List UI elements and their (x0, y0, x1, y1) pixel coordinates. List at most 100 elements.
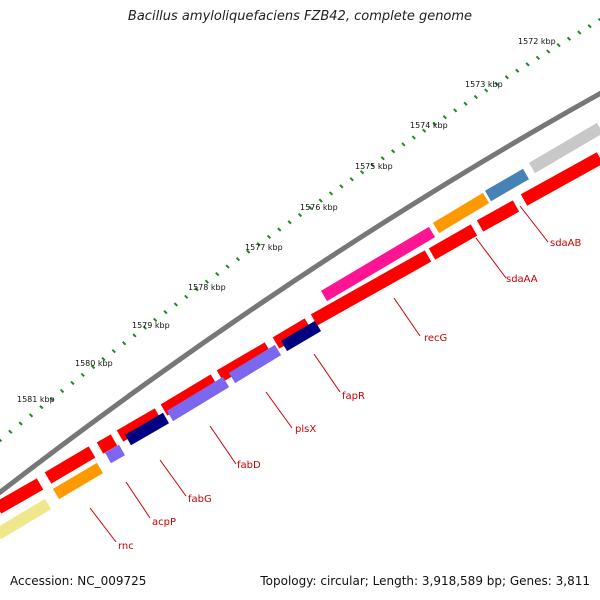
scale-tick (318, 198, 323, 203)
gene-label: acpP (152, 517, 176, 528)
reverse-cds (228, 344, 282, 384)
map-title: Bacillus amyloliquefaciens FZB42, comple… (127, 9, 473, 24)
scale-label: 1572 kbp (518, 37, 556, 46)
reverse-cds (0, 498, 52, 540)
gene-leader-line (159, 459, 187, 497)
reverse-cds (124, 412, 170, 446)
gene-leader-line (209, 425, 237, 465)
forward-cds (160, 374, 218, 416)
gene-label: fapR (342, 391, 365, 402)
scale-tick (597, 17, 600, 23)
forward-cds (310, 250, 432, 326)
scale-label: 1581 kbp (17, 395, 55, 404)
gene-leader-line (519, 205, 549, 243)
scale-tick (359, 170, 365, 175)
scale-tick (463, 101, 468, 106)
scale-label: 1578 kbp (188, 283, 226, 292)
reverse-strand-features (0, 122, 600, 540)
scale-tick (390, 149, 396, 154)
forward-cds (272, 318, 312, 349)
scale-tick (0, 437, 3, 443)
reverse-cds (280, 320, 322, 352)
reverse-cds (528, 122, 600, 174)
forward-cds (428, 224, 478, 260)
scale-label: 1579 kbp (132, 321, 170, 330)
gene-leader-line (265, 391, 293, 429)
scale-tick (49, 396, 54, 402)
gene-label: sdaAA (506, 274, 538, 285)
scale-tick (246, 249, 251, 254)
scale-label: 1576 kbp (300, 203, 338, 212)
scale-tick (515, 68, 520, 73)
scale-tick (173, 302, 178, 307)
scale-tick (535, 55, 541, 61)
scale-label: 1580 kbp (75, 359, 113, 368)
scale-tick (349, 177, 354, 182)
scale-tick (101, 356, 106, 362)
scale-tick (132, 333, 137, 338)
scale-tick (204, 279, 210, 284)
scale-tick (556, 42, 561, 48)
scale-tick (328, 191, 334, 196)
gene-label: rnc (118, 541, 134, 552)
reverse-cds (432, 192, 490, 234)
scale-tick (153, 317, 158, 322)
scale-tick (59, 388, 65, 394)
gene-label: plsX (295, 424, 316, 435)
gene-leader-line (89, 507, 117, 543)
scale-tick (277, 227, 282, 232)
forward-cds (44, 446, 96, 484)
scale-tick (111, 349, 116, 354)
forward-cds (116, 408, 162, 442)
forward-cds (0, 478, 44, 514)
scale-tick (90, 364, 96, 370)
scale-tick (308, 205, 313, 210)
gene-label: sdaAB (550, 238, 582, 249)
scale-tick (577, 30, 582, 35)
scale-tick (411, 135, 416, 140)
scale-label: 1577 kbp (245, 243, 283, 252)
scale-tick (494, 81, 499, 86)
accession: Accession: NC_009725 (10, 574, 147, 588)
genome-backbone (0, 90, 600, 496)
gene-label: recG (424, 333, 447, 344)
forward-cds (216, 342, 272, 382)
scale-label: 1574 kbp (410, 121, 448, 130)
forward-cds (476, 200, 520, 232)
scale-tick (163, 310, 168, 315)
gene-label: fabD (237, 460, 261, 471)
scale-tick (39, 405, 44, 410)
scale-tick (380, 156, 385, 161)
reverse-cds (52, 462, 104, 500)
scale-tick (287, 220, 292, 225)
scale-tick (215, 271, 220, 277)
scale-tick (70, 380, 75, 386)
reverse-cds (484, 168, 530, 202)
scale-tick (80, 372, 85, 378)
reverse-cds (166, 376, 230, 422)
scale-tick (266, 234, 272, 240)
scale-tick (525, 62, 530, 67)
scale-tick (235, 256, 241, 262)
forward-strand-features (0, 152, 600, 514)
scale-tick (473, 94, 478, 100)
scale-tick (587, 24, 592, 29)
scale-tick (256, 242, 261, 247)
scale-tick (504, 75, 510, 80)
scale-tick (225, 264, 230, 269)
reverse-cds (320, 226, 436, 302)
scale-tick (442, 114, 447, 120)
gene-label-leaders (89, 205, 549, 543)
genome-summary: Topology: circular; Length: 3,918,589 bp… (260, 574, 590, 588)
scale-tick (297, 212, 303, 218)
scale-tick (122, 341, 127, 346)
scale-tick (401, 142, 406, 147)
scale-tick (184, 294, 189, 299)
scale-tick (18, 421, 23, 426)
scale-tick (339, 184, 344, 189)
scale-label: 1573 kbp (465, 80, 503, 89)
scale-tick (194, 287, 199, 292)
gene-labels: sdaAB sdaAA recG fapR plsX fabD fabG acpP rnc (118, 238, 582, 552)
forward-cds (520, 152, 600, 206)
